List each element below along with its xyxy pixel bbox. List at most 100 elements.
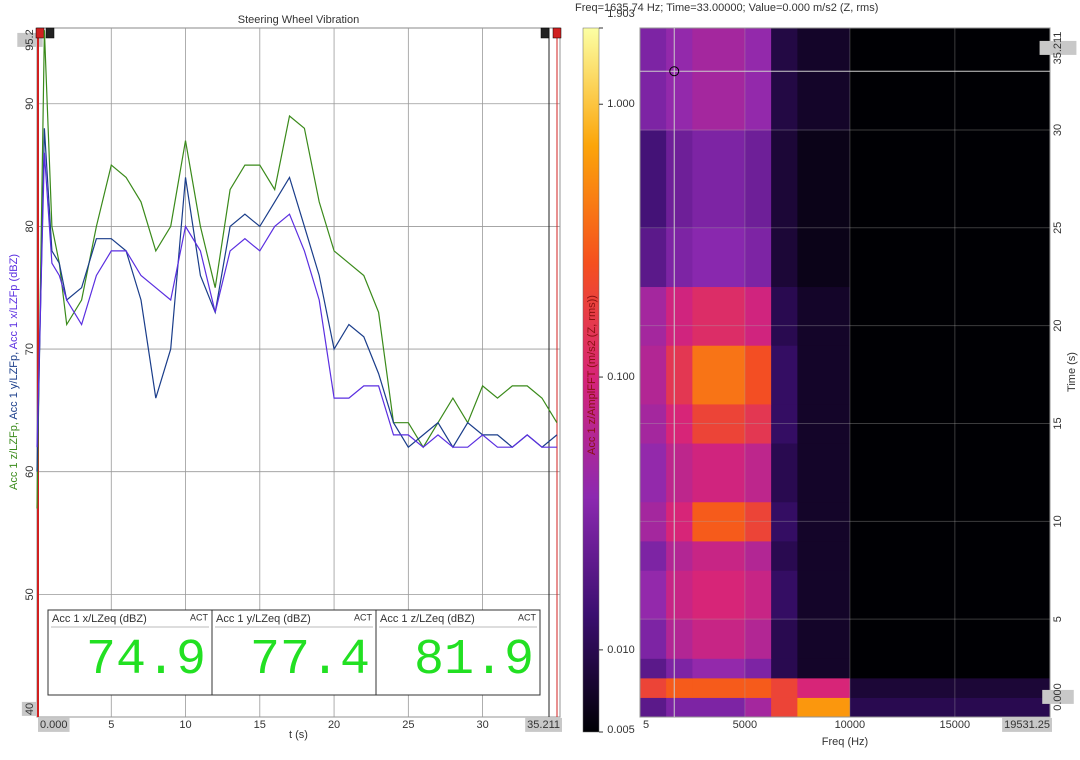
series-line: [36, 152, 557, 448]
heat-cell: [849, 540, 1051, 571]
heat-cell: [744, 677, 772, 698]
readout-value: 81.9: [414, 632, 534, 689]
heat-cell: [640, 227, 667, 288]
heat-cell: [640, 697, 667, 718]
heat-cell: [849, 286, 1051, 346]
heat-cell: [666, 570, 693, 620]
cursor-handle: [540, 27, 550, 39]
y-axis-label: Time (s): [1066, 352, 1078, 392]
heat-cell: [771, 570, 798, 620]
heat-cell: [771, 227, 798, 288]
heat-cell: [849, 227, 1051, 288]
heat-cell: [666, 227, 693, 288]
heat-cell: [849, 403, 1051, 444]
heat-cell: [771, 540, 798, 571]
y-tick-label: 60: [24, 466, 36, 478]
heat-cell: [666, 540, 693, 571]
y-tick-label: 30: [1052, 124, 1064, 136]
heat-cell: [692, 227, 746, 288]
heat-cell: [797, 677, 851, 698]
heat-cell: [640, 658, 667, 679]
heat-cell: [849, 658, 1051, 679]
tick-box: [38, 717, 70, 732]
heat-cell: [849, 28, 1051, 131]
y-tick-label: 20: [1052, 320, 1064, 332]
y-tick-label: 0.000: [1052, 683, 1064, 711]
tick-box: [525, 717, 562, 732]
tick-box: [1039, 40, 1077, 55]
y-axis-label: Acc 1 z/LZFp, Acc 1 y/LZFp, Acc 1 x/LZFp…: [8, 254, 20, 490]
y-tick-label: 15: [1052, 417, 1064, 429]
heat-cell: [771, 658, 798, 679]
heat-cell: [640, 619, 667, 659]
heat-cell: [771, 28, 798, 131]
heat-cell: [692, 658, 746, 679]
cursor-marker: [669, 66, 680, 77]
heat-cell: [797, 227, 851, 288]
readout-value: 77.4: [250, 632, 370, 689]
heat-cell: [797, 540, 851, 571]
heat-cell: [666, 619, 693, 659]
heat-cell: [849, 501, 1051, 542]
heat-cell: [744, 658, 772, 679]
heat-cell: [666, 658, 693, 679]
heat-cell: [797, 345, 851, 405]
heat-cell: [666, 403, 693, 444]
heat-cell: [744, 697, 772, 718]
heat-cell: [744, 403, 772, 444]
plot-frame: [639, 27, 1051, 718]
heat-cell: [666, 697, 693, 718]
y-axis-label-part: Acc 1 y/LZFp,: [8, 349, 20, 419]
x-tick-label: 10: [179, 719, 191, 731]
colorbar-tick-label: 0.010: [607, 644, 635, 656]
heat-cell: [640, 677, 667, 698]
heat-cell: [797, 28, 851, 131]
heat-cell: [771, 501, 798, 542]
x-axis-label: Freq (Hz): [822, 736, 868, 748]
x-tick-label: 15: [254, 719, 266, 731]
y-tick-label: 5: [1052, 616, 1064, 622]
heat-cell: [744, 129, 772, 229]
cursor-handle: [552, 27, 562, 39]
colorbar-tick-label: 0.005: [607, 724, 635, 736]
heat-cell: [692, 619, 746, 659]
cursor-readout: Freq=1635.74 Hz; Time=33.00000; Value=0.…: [575, 2, 878, 14]
readout-panel: [211, 609, 377, 696]
y-tick-label: 50: [24, 588, 36, 600]
colorbar: [582, 27, 600, 733]
tick-box: [1002, 717, 1052, 732]
heat-cell: [744, 286, 772, 346]
heat-cell: [640, 570, 667, 620]
readout-panel: [47, 609, 213, 696]
heat-cell: [744, 443, 772, 503]
x-tick-label: 0.000: [40, 719, 68, 731]
heat-cell: [849, 619, 1051, 659]
x-axis-label: t (s): [289, 729, 308, 741]
heat-cell: [771, 443, 798, 503]
x-tick-label: 25: [402, 719, 414, 731]
plot-area: [36, 27, 561, 718]
x-tick-label: 10000: [835, 719, 866, 731]
y-tick-label: 95.2: [24, 29, 36, 50]
heat-cell: [771, 286, 798, 346]
heat-cell: [640, 286, 667, 346]
heat-cell: [692, 570, 746, 620]
heat-cell: [640, 443, 667, 503]
heat-cell: [849, 443, 1051, 503]
heat-cell: [797, 501, 851, 542]
heat-cell: [849, 677, 1051, 698]
heat-cell: [849, 570, 1051, 620]
tick-box: [1042, 689, 1074, 704]
heat-cell: [771, 619, 798, 659]
heat-cell: [797, 697, 851, 718]
readout-status: ACT: [518, 612, 537, 622]
heat-cell: [849, 697, 1051, 718]
y-tick-label: 35.211: [1052, 32, 1064, 65]
heat-cell: [744, 345, 772, 405]
colorbar-label: Acc 1 z/AmplFFT (m/s2 (Z, rms)): [586, 295, 598, 455]
x-tick-label: 35.211: [527, 719, 560, 731]
heat-cell: [692, 697, 746, 718]
readout-status: ACT: [190, 612, 209, 622]
x-tick-label: 15000: [940, 719, 971, 731]
